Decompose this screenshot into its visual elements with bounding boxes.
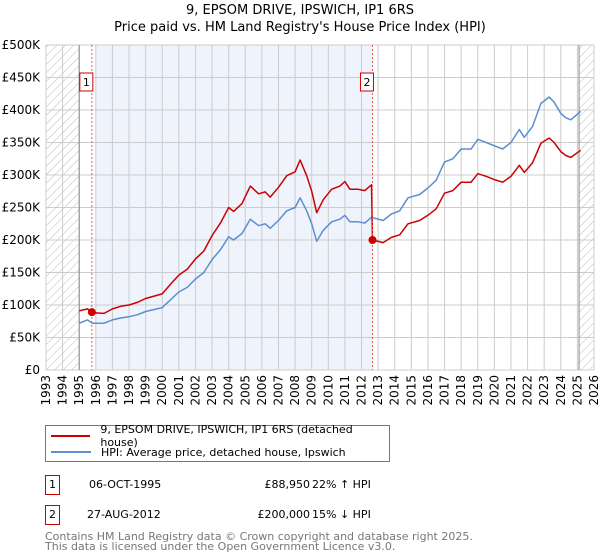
y-tick-label: £50K <box>9 331 41 345</box>
x-tick-label: 2010 <box>321 375 335 406</box>
sale-point <box>87 308 96 317</box>
legend-item-hpi: HPI: Average price, detached house, Ipsw… <box>51 444 346 460</box>
y-tick-label: £100K <box>2 298 42 312</box>
sale-price: £200,000 <box>257 508 311 521</box>
sale-price: £88,950 <box>264 478 311 491</box>
x-tick-label: 2017 <box>438 375 452 406</box>
property-price-line <box>79 137 582 315</box>
x-tick-label: 1994 <box>56 375 70 406</box>
y-tick-label: £0 <box>25 363 40 377</box>
x-tick-label: 2021 <box>504 375 518 406</box>
legend-swatch-red <box>51 435 91 437</box>
x-tick-label: 2002 <box>188 375 202 406</box>
footer-licence: This data is licensed under the Open Gov… <box>45 540 396 553</box>
x-tick-label: 2025 <box>570 375 584 406</box>
x-tick-label: 2008 <box>288 375 302 406</box>
price-chart: 1993 1994 1995 1996 1997 1998 1999 2000 2001 2002… <box>2 38 600 406</box>
x-tick-label: 1997 <box>105 375 119 406</box>
x-tick-label: 2009 <box>305 375 319 406</box>
legend: 9, EPSOM DRIVE, IPSWICH, IP1 6RS (detach… <box>45 423 390 462</box>
legend-label-property: 9, EPSOM DRIVE, IPSWICH, IP1 6RS (detach… <box>100 423 353 449</box>
x-tick-label: 1998 <box>122 375 136 406</box>
y-tick-label: £300K <box>2 168 42 182</box>
y-tick-label: £150K <box>2 266 42 280</box>
x-tick-label: 2004 <box>222 375 236 406</box>
y-tick-label: £400K <box>2 103 42 117</box>
x-tick-label: 2011 <box>338 375 352 406</box>
x-tick-label: 2007 <box>271 375 285 406</box>
x-tick-label: 1999 <box>139 375 153 406</box>
x-tick-label: 2016 <box>421 375 435 406</box>
chart-subtitle: Price paid vs. HM Land Registry's House … <box>114 20 486 35</box>
legend-swatch-blue <box>51 451 91 453</box>
sale-date: 06-OCT-1995 <box>89 478 162 491</box>
sale-label-box <box>79 72 94 92</box>
y-tick-label: £250K <box>2 201 42 215</box>
y-tick-label: £350K <box>2 136 42 150</box>
x-tick-label: 1995 <box>72 375 86 406</box>
legend-item-property: 9, EPSOM DRIVE, IPSWICH, IP1 6RS (detach… <box>51 423 389 449</box>
y-tick-label: £200K <box>2 233 42 247</box>
y-tick-label: £500K <box>2 38 42 52</box>
sale-label: 1 <box>83 76 90 89</box>
x-tick-label: 2003 <box>205 375 219 406</box>
x-tick-label: 2026 <box>587 375 600 406</box>
x-tick-label: 2013 <box>371 375 385 406</box>
x-tick-label: 2018 <box>454 375 468 406</box>
sale-point <box>368 236 377 244</box>
sale-label-box <box>359 72 374 92</box>
x-tick-label: 2023 <box>537 375 551 406</box>
transaction-row: 1 06-OCT-1995 £88,950 22% ↑ HPI <box>45 475 445 495</box>
x-tick-label: 2024 <box>554 375 568 406</box>
x-tick-label: 2014 <box>388 375 402 406</box>
transaction-row: 2 27-AUG-2012 £200,000 15% ↓ HPI <box>45 505 445 525</box>
x-tick-label: 2000 <box>155 375 169 406</box>
x-tick-label: 2022 <box>521 375 535 406</box>
x-tick-label: 1996 <box>89 375 103 406</box>
sale-hpi-change: 22% ↑ HPI <box>312 478 371 491</box>
sale-badge: 2 <box>45 505 60 525</box>
sale-badge: 1 <box>45 475 60 495</box>
sale-date: 27-AUG-2012 <box>87 508 161 521</box>
x-tick-label: 2001 <box>172 375 186 406</box>
sale-hpi-change: 15% ↓ HPI <box>312 508 371 521</box>
chart-title: 9, EPSOM DRIVE, IPSWICH, IP1 6RS <box>185 3 415 18</box>
y-tick-label: £450K <box>2 71 42 85</box>
x-tick-label: 1993 <box>39 375 53 406</box>
hpi-line <box>78 96 582 324</box>
x-tick-label: 2012 <box>355 375 369 406</box>
x-tick-label: 2015 <box>404 375 418 406</box>
footer-copyright: Contains HM Land Registry data © Crown c… <box>45 530 473 543</box>
x-tick-label: 2019 <box>471 375 485 406</box>
sale-label: 2 <box>363 76 370 89</box>
x-tick-label: 2020 <box>487 375 501 406</box>
x-tick-label: 2005 <box>238 375 252 406</box>
legend-label-hpi: HPI: Average price, detached house, Ipsw… <box>101 445 346 459</box>
x-tick-label: 2006 <box>255 375 269 406</box>
